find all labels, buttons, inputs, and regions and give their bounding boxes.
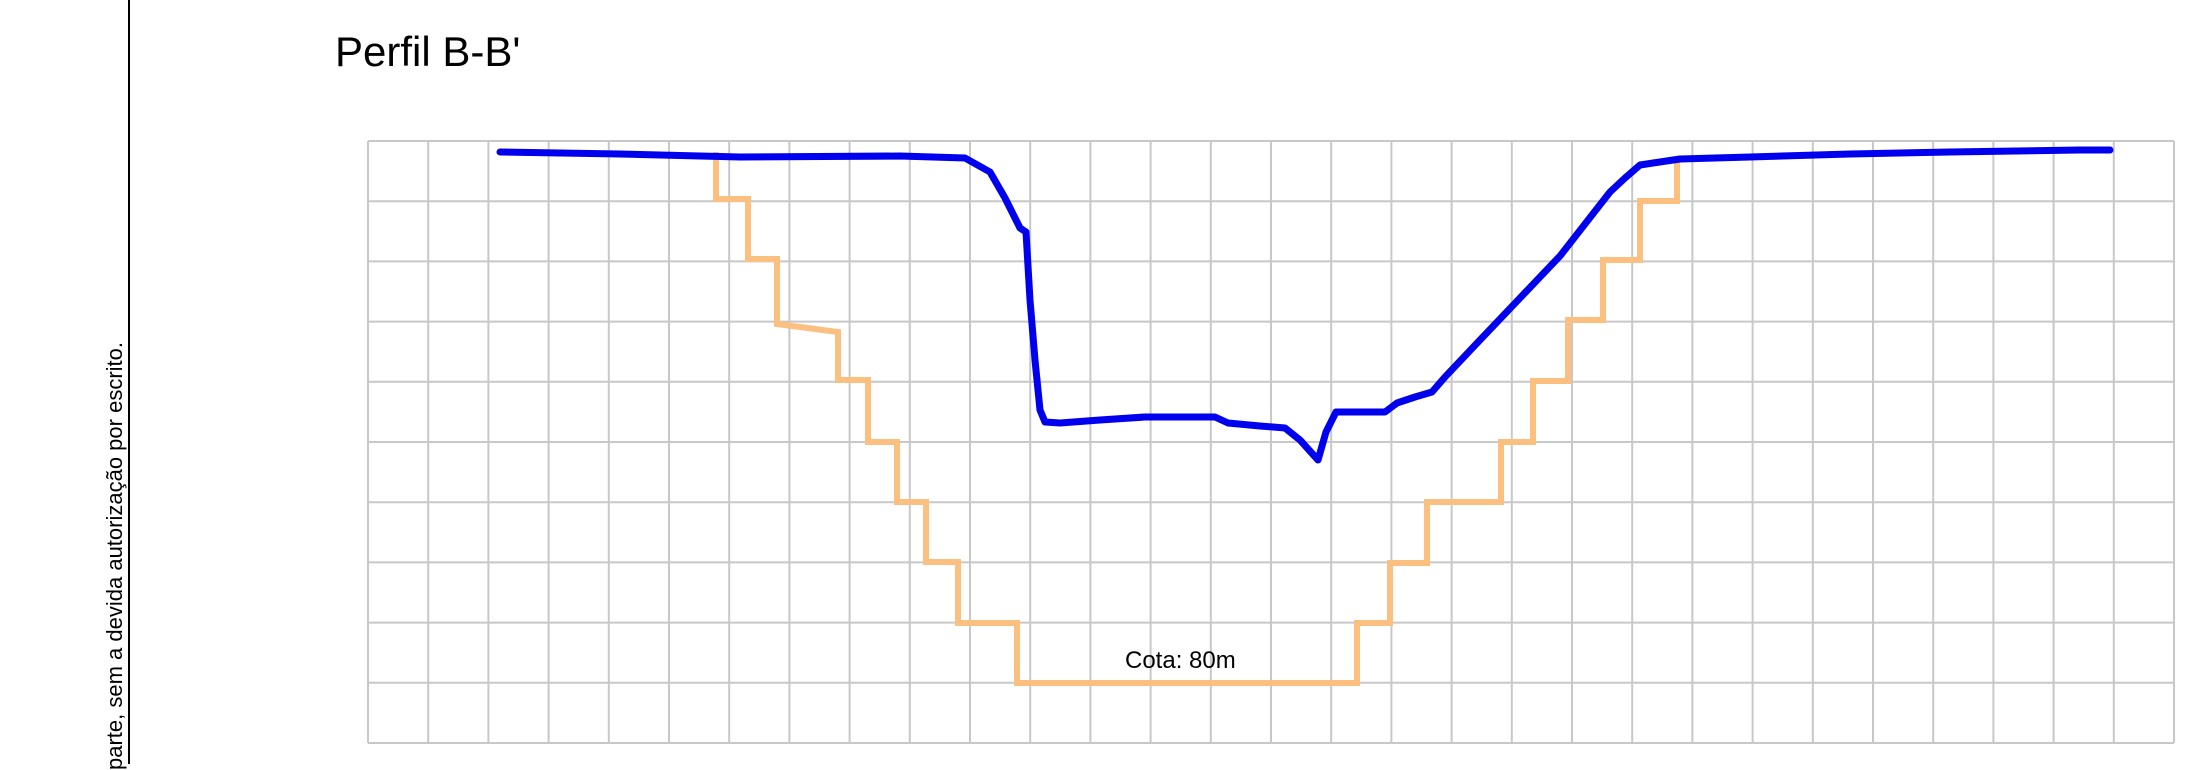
terrain-profile [496, 146, 2114, 464]
grid [367, 140, 2175, 744]
level-annotation: Cota: 80m [1125, 647, 1236, 674]
excavation-profile [713, 152, 1680, 686]
margin-line [128, 0, 130, 764]
figure-title: Perfil B-B' [335, 28, 521, 75]
